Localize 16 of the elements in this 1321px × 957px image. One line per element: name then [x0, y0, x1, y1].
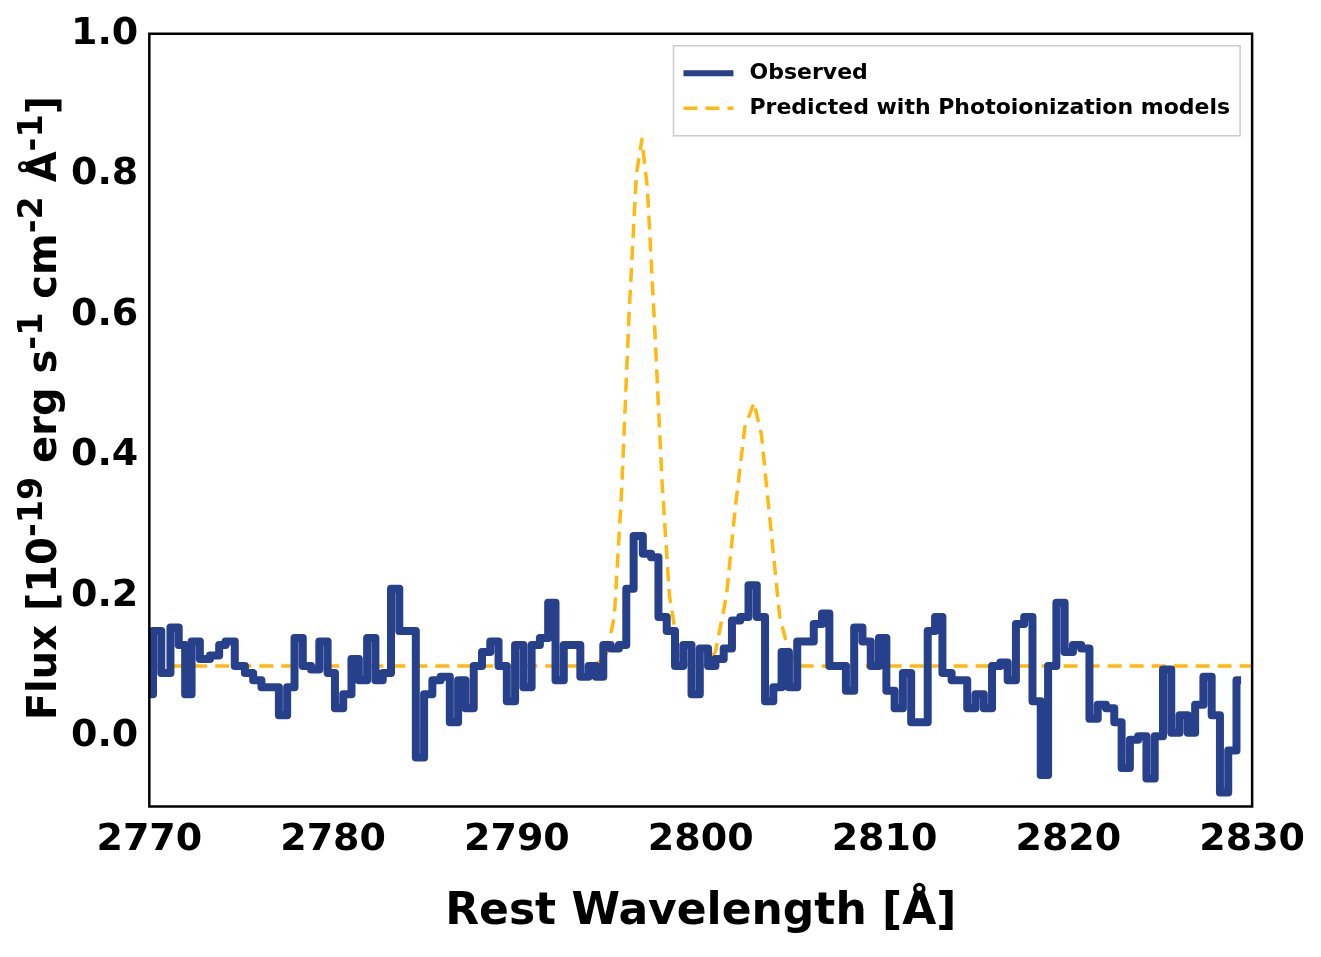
x-tick-label: 2810: [831, 815, 938, 860]
x-tick-label: 2830: [1199, 815, 1305, 860]
legend-label: Predicted with Photoionization models: [749, 94, 1231, 120]
y-tick-label: 0.2: [70, 570, 139, 615]
x-tick-label: 2820: [1015, 815, 1122, 860]
x-tick-label: 2770: [96, 815, 203, 860]
x-axis-title: Rest Wavelength [Å]: [445, 882, 957, 935]
y-tick-label: 0.6: [70, 289, 139, 334]
y-tick-label: 0.4: [70, 430, 139, 475]
x-tick-label: 2780: [280, 815, 386, 860]
legend-label: Observed: [749, 59, 868, 85]
x-tick-label: 2790: [464, 815, 570, 860]
y-tick-label: 0.0: [70, 711, 139, 756]
x-tick-label: 2800: [647, 815, 754, 860]
y-tick-label: 1.0: [70, 8, 139, 53]
y-tick-label: 0.8: [70, 149, 139, 194]
